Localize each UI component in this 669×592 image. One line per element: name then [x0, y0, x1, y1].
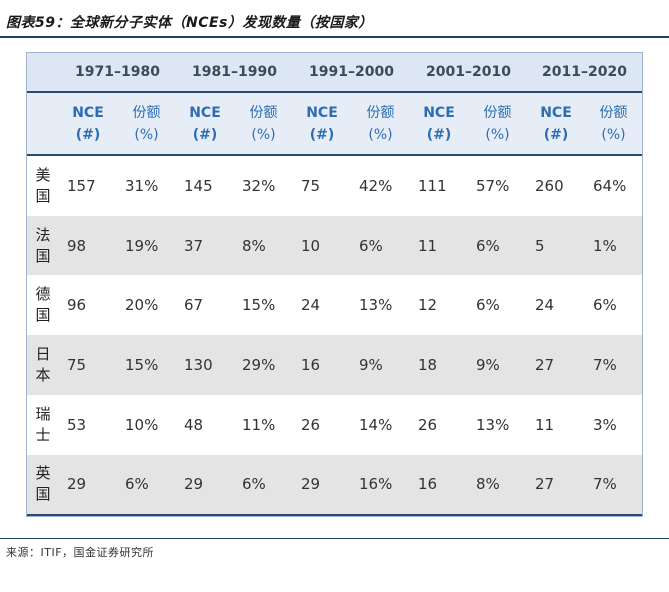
country-label: 瑞士: [35, 404, 51, 444]
nce-share: 6%: [476, 296, 500, 315]
table-row: 日本 75 15% 130 29% 16 9% 18 9% 27 7%: [27, 335, 642, 395]
country-label: 英国: [35, 464, 51, 504]
source-rule: [0, 538, 669, 539]
nce-count: 111: [418, 176, 447, 195]
country-label: 日本: [35, 344, 51, 384]
figure-title: 图表59：全球新分子实体（NCEs）发现数量（按国家）: [6, 15, 373, 31]
nce-count: 67: [184, 296, 204, 315]
period-header: 2011–2020: [542, 64, 627, 80]
nce-share: 3%: [593, 415, 617, 434]
nce-share: 14%: [359, 415, 393, 434]
nce-count: 53: [67, 415, 87, 434]
nce-count: 10: [301, 236, 321, 255]
nce-share: 15%: [242, 296, 276, 315]
nce-count: 5: [535, 236, 545, 255]
nce-share: 11%: [242, 415, 276, 434]
subheader-share: 份额 (%): [132, 104, 161, 143]
subheader-share: 份额 (%): [483, 104, 512, 143]
nce-share: 6%: [125, 475, 149, 494]
nce-count: 26: [301, 415, 321, 434]
header-divider: [27, 91, 642, 93]
nce-count: 37: [184, 236, 204, 255]
source-note: 来源：ITIF，国金证券研究所: [6, 546, 155, 559]
nce-share: 7%: [593, 475, 617, 494]
nce-count: 27: [535, 355, 555, 374]
nce-count: 29: [67, 475, 87, 494]
nce-share: 8%: [476, 475, 500, 494]
nce-share: 13%: [359, 296, 393, 315]
nce-count: 96: [67, 296, 87, 315]
nce-share: 7%: [593, 355, 617, 374]
title-rule: [0, 36, 669, 38]
nce-count: 16: [301, 355, 321, 374]
nce-count: 12: [418, 296, 438, 315]
subheader-share: 份额 (%): [249, 104, 278, 143]
nce-share: 6%: [476, 236, 500, 255]
nce-count: 75: [67, 355, 87, 374]
period-header-row: 1971–1980 1981–1990 1991–2000 2001–2010 …: [27, 53, 642, 91]
nce-share: 8%: [242, 236, 266, 255]
nce-share: 6%: [359, 236, 383, 255]
nce-count: 145: [184, 176, 213, 195]
country-label: 美国: [35, 165, 51, 205]
nce-share: 32%: [242, 176, 276, 195]
period-header: 2001–2010: [426, 64, 511, 80]
nce-count: 24: [535, 296, 555, 315]
nce-share: 10%: [125, 415, 159, 434]
nce-share: 6%: [242, 475, 266, 494]
nce-count: 24: [301, 296, 321, 315]
period-header: 1971–1980: [75, 64, 160, 80]
nce-share: 9%: [476, 355, 500, 374]
nce-count: 260: [535, 176, 564, 195]
nce-share: 64%: [593, 176, 627, 195]
table-row: 瑞士 53 10% 48 11% 26 14% 26 13% 11 3%: [27, 395, 642, 455]
nce-share: 29%: [242, 355, 276, 374]
country-label: 法国: [35, 225, 51, 265]
subheader-nce: NCE (#): [423, 104, 455, 143]
subheader-share: 份额 (%): [366, 104, 395, 143]
nce-count: 27: [535, 475, 555, 494]
nce-count: 29: [184, 475, 204, 494]
subheader-nce: NCE (#): [540, 104, 572, 143]
nce-share: 42%: [359, 176, 393, 195]
nce-count: 11: [418, 236, 438, 255]
nce-share: 19%: [125, 236, 159, 255]
table-row: 德国 96 20% 67 15% 24 13% 12 6% 24 6%: [27, 275, 642, 335]
subheader-nce: NCE (#): [189, 104, 221, 143]
nce-table: 1971–1980 1981–1990 1991–2000 2001–2010 …: [26, 52, 643, 517]
subheader-nce: NCE (#): [306, 104, 338, 143]
period-header: 1981–1990: [192, 64, 277, 80]
country-label: 德国: [35, 285, 51, 325]
nce-count: 18: [418, 355, 438, 374]
table-row: 美国 157 31% 145 32% 75 42% 111 57% 260 64…: [27, 156, 642, 216]
subheader-nce: NCE (#): [72, 104, 104, 143]
nce-count: 16: [418, 475, 438, 494]
nce-count: 130: [184, 355, 213, 374]
nce-count: 48: [184, 415, 204, 434]
period-header: 1991–2000: [309, 64, 394, 80]
nce-share: 20%: [125, 296, 159, 315]
nce-count: 26: [418, 415, 438, 434]
nce-share: 13%: [476, 415, 510, 434]
nce-share: 57%: [476, 176, 510, 195]
nce-share: 15%: [125, 355, 159, 374]
table-bottom-border: [27, 514, 642, 516]
nce-count: 157: [67, 176, 96, 195]
table-row: 法国 98 19% 37 8% 10 6% 11 6% 5 1%: [27, 215, 642, 276]
nce-share: 9%: [359, 355, 383, 374]
nce-count: 98: [67, 236, 87, 255]
subheader-share: 份额 (%): [599, 104, 628, 143]
nce-share: 6%: [593, 296, 617, 315]
nce-share: 16%: [359, 475, 393, 494]
nce-share: 31%: [125, 176, 159, 195]
nce-count: 29: [301, 475, 321, 494]
subheader-row: NCE (#) 份额 (%) NCE (#) 份额 (%) NCE (#) 份额 (%) N…: [27, 93, 642, 154]
nce-count: 75: [301, 176, 321, 195]
table-row: 英国 29 6% 29 6% 29 16% 16 8% 27 7%: [27, 454, 642, 515]
nce-share: 1%: [593, 236, 617, 255]
header-divider: [27, 154, 642, 156]
nce-count: 11: [535, 415, 555, 434]
